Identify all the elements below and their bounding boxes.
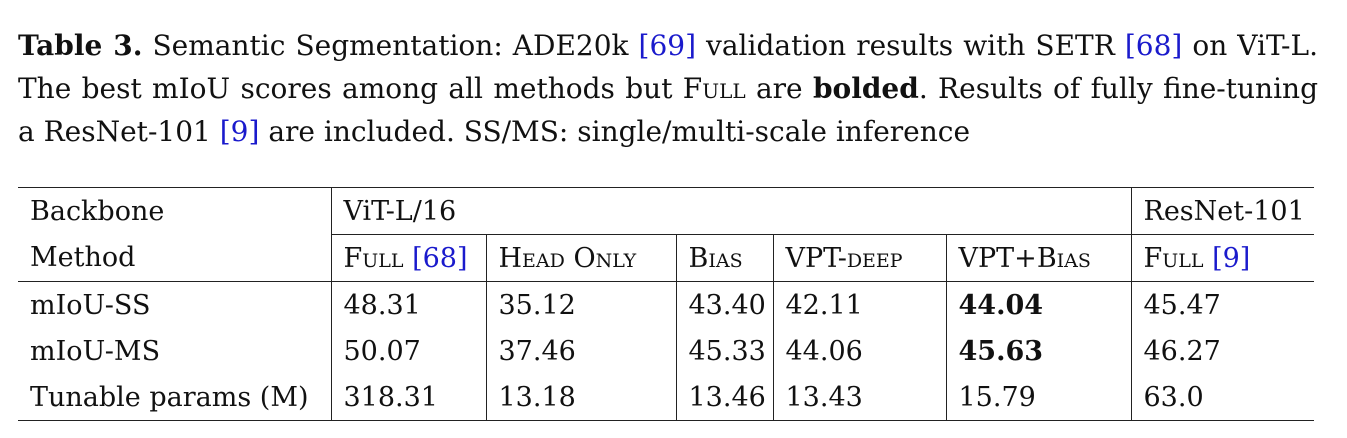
- row-label: Tunable params (M): [18, 374, 332, 421]
- cell-vpt-bias-best: 44.04: [946, 281, 1132, 328]
- cell-head-only: 35.12: [486, 281, 677, 328]
- caption-label: Table 3.: [18, 29, 143, 62]
- cell-bias: 13.46: [676, 374, 774, 421]
- cell-bias: 45.33: [676, 328, 774, 374]
- cell-vpt-bias-best: 45.63: [946, 328, 1132, 374]
- citation-link-68[interactable]: [68]: [412, 242, 468, 274]
- row-label: mIoU-SS: [18, 281, 332, 328]
- header-row-method: Method Full [68] Head Only Bias VPT-deep…: [18, 234, 1314, 282]
- citation-link-9[interactable]: [9]: [1212, 242, 1251, 274]
- method-full: Full [68]: [331, 234, 487, 282]
- method-vpt-deep: VPT-deep: [773, 234, 947, 282]
- caption-full-word: Full: [682, 72, 746, 105]
- cell-vpt-deep: 44.06: [773, 328, 947, 374]
- method-vpt-bias-prefix: VPT+: [958, 242, 1037, 274]
- cell-vpt-bias: 15.79: [946, 374, 1132, 421]
- method-full-label: Full: [343, 242, 404, 274]
- caption-text-5: . Results of fully fine-tuning a ResNet-…: [18, 72, 1319, 148]
- cell-head-only: 37.46: [486, 328, 677, 374]
- table-row-miou-ms: mIoU-MS 50.07 37.46 45.33 44.06 45.63 46…: [18, 328, 1314, 374]
- method-resnet-full: Full [9]: [1131, 234, 1314, 282]
- method-vpt-bias-suffix: Bias: [1036, 242, 1091, 274]
- citation-link-68[interactable]: [68]: [1124, 29, 1183, 62]
- method-bias-label: Bias: [688, 242, 743, 274]
- caption-text-6: are included. SS/MS: single/multi-scale …: [259, 115, 971, 148]
- cell-resnet-full: 45.47: [1131, 281, 1314, 328]
- method-bias: Bias: [676, 234, 774, 282]
- header-row-backbone: Backbone ViT-L/16 ResNet-101: [18, 187, 1314, 235]
- cell-vpt-deep: 13.43: [773, 374, 947, 421]
- cell-resnet-full: 63.0: [1131, 374, 1314, 421]
- row-label: mIoU-MS: [18, 328, 332, 374]
- caption-text-4: are: [745, 72, 813, 105]
- caption-text-2: validation results with SETR: [696, 29, 1125, 62]
- method-head-only-label: Head Only: [498, 242, 637, 274]
- cell-full: 50.07: [331, 328, 487, 374]
- cell-resnet-full: 46.27: [1143, 335, 1221, 367]
- caption-text-1: Semantic Segmentation: ADE20k: [142, 29, 639, 62]
- method-vpt-bias: VPT+Bias: [946, 234, 1132, 282]
- cell-bias: 43.40: [676, 281, 774, 328]
- vit-backbone-header: ViT-L/16: [331, 187, 1132, 235]
- cell-vpt-deep: 42.11: [773, 281, 947, 328]
- cell-head-only: 13.18: [486, 374, 677, 421]
- backbone-header: Backbone: [18, 187, 332, 235]
- resnet-backbone-header: ResNet-101: [1131, 187, 1314, 235]
- table-row-miou-ss: mIoU-SS 48.31 35.12 43.40 42.11 44.04 45…: [18, 281, 1314, 328]
- cell-full: 48.31: [331, 281, 487, 328]
- caption-text-3: on ViT-L. The best mIoU scores among all…: [18, 29, 1319, 105]
- results-table: Backbone ViT-L/16 ResNet-101 Method Full…: [18, 187, 1314, 421]
- table-row-tunable-params: Tunable params (M) 318.31 13.18 13.46 13…: [18, 374, 1314, 421]
- table-caption: Table 3. Semantic Segmentation: ADE20k […: [18, 24, 1318, 153]
- method-header: Method: [18, 234, 332, 282]
- method-resnet-full-label: Full: [1143, 242, 1204, 274]
- citation-link-69[interactable]: [69]: [638, 29, 697, 62]
- method-head-only: Head Only: [486, 234, 677, 282]
- cell-full: 318.31: [331, 374, 487, 421]
- method-vpt-deep-suffix: deep: [846, 242, 903, 274]
- caption-bolded-word: bolded: [812, 72, 919, 105]
- citation-link-9[interactable]: [9]: [219, 115, 260, 148]
- method-vpt-deep-prefix: VPT-: [785, 242, 847, 274]
